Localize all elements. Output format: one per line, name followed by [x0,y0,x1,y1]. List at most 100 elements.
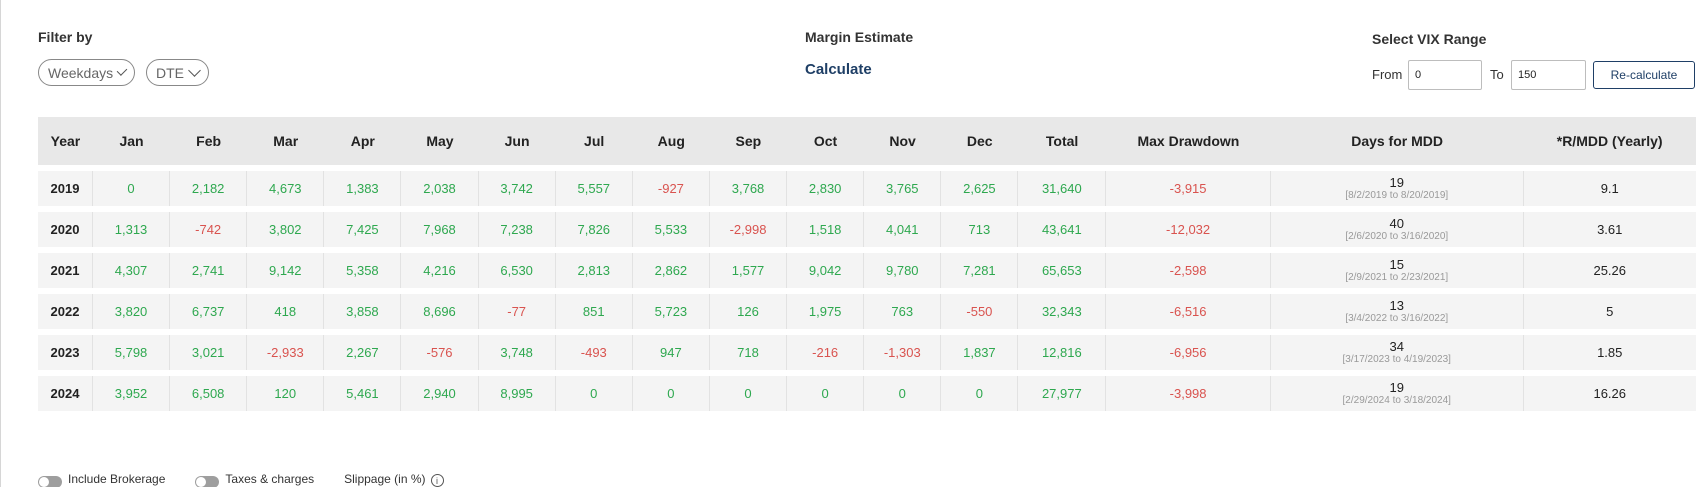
recalculate-button[interactable]: Re-calculate [1593,61,1695,89]
days-for-mdd-cell: 15 [2/9/2021 to 2/23/2021] [1271,253,1524,288]
month-cell: 5,358 [324,253,402,288]
column-header: Jun [504,133,530,149]
month-cell: 2,741 [170,253,248,288]
month-cell: -927 [633,171,710,206]
month-cell: 2,267 [324,335,402,370]
column-header: Oct [813,133,838,149]
month-cell: 3,820 [93,294,171,329]
r-mdd-cell: 16.26 [1593,386,1627,401]
month-cell: 6,508 [170,376,248,411]
table-row: 2021 4,307 2,741 9,142 5,358 4,216 6,530 2,813 2… [38,253,1696,288]
month-cell: 418 [247,294,325,329]
brokerage-toggle-group[interactable]: Include Brokerage [38,472,165,487]
total-cell: 65,653 [1018,253,1107,288]
info-icon[interactable]: i [430,474,444,487]
month-cell: 120 [247,376,325,411]
month-cell: 7,238 [479,212,556,247]
month-cell: 6,530 [479,253,556,288]
month-cell: 5,461 [324,376,402,411]
month-cell: 3,765 [864,171,942,206]
month-cell: 1,313 [93,212,171,247]
month-cell: 5,798 [93,335,171,370]
month-cell: -2,933 [247,335,325,370]
month-cell: 0 [941,376,1019,411]
month-cell: 2,038 [401,171,479,206]
month-cell: 3,952 [93,376,171,411]
column-header: Jul [584,133,605,149]
month-cell: 7,968 [401,212,479,247]
month-cell: 7,281 [941,253,1019,288]
month-cell: -77 [479,294,556,329]
column-header: Jan [119,133,144,149]
dte-dropdown[interactable]: DTE [146,59,209,86]
total-cell: 12,816 [1018,335,1107,370]
bottom-options: Include Brokerage Taxes & charges Slippa… [38,472,474,487]
total-cell: 27,977 [1018,376,1107,411]
table-row: 2024 3,952 6,508 120 5,461 2,940 8,995 0 0 0 0 0 0 27… [38,376,1696,411]
days-for-mdd-cell: 19 [2/29/2024 to 3/18/2024] [1271,376,1524,411]
month-cell: 713 [941,212,1019,247]
days-for-mdd-cell: 34 [3/17/2023 to 4/19/2023] [1271,335,1524,370]
month-cell: 1,518 [787,212,865,247]
month-cell: 3,858 [324,294,402,329]
year-cell: 2024 [38,376,93,411]
taxes-label: Taxes & charges [225,472,315,486]
month-cell: 3,742 [479,171,556,206]
vix-to-input[interactable] [1511,60,1586,90]
mdd-days-value: 34 [1389,339,1404,354]
max-drawdown-cell: -3,915 [1106,171,1271,206]
month-cell: 1,837 [941,335,1019,370]
month-cell: 947 [633,335,710,370]
month-cell: 2,940 [401,376,479,411]
table-row: 2023 5,798 3,021 -2,933 2,267 -576 3,748 -493 94… [38,335,1696,370]
month-cell: 9,042 [787,253,865,288]
month-cell: 7,826 [556,212,633,247]
month-cell: 0 [93,171,171,206]
taxes-toggle[interactable] [195,476,220,487]
vix-from-input[interactable] [1408,60,1482,90]
column-header: Max Drawdown [1137,133,1240,149]
total-cell: 43,641 [1018,212,1107,247]
month-cell: 5,557 [556,171,633,206]
month-cell: 6,737 [170,294,248,329]
month-cell: 4,307 [93,253,171,288]
month-cell: 4,216 [401,253,479,288]
month-cell: 8,995 [479,376,556,411]
slippage-label: Slippage (in %) [344,472,426,486]
column-header: Feb [196,133,222,149]
weekdays-dropdown[interactable]: Weekdays [38,59,135,86]
filter-label: Filter by [38,29,93,45]
month-cell: 851 [556,294,633,329]
month-cell: 9,142 [247,253,325,288]
month-cell: -550 [941,294,1019,329]
month-cell: 5,723 [633,294,710,329]
max-drawdown-cell: -2,598 [1106,253,1271,288]
max-drawdown-cell: -12,032 [1106,212,1271,247]
calculate-link[interactable]: Calculate [805,61,872,78]
mdd-date-range: [2/6/2020 to 3/16/2020] [1345,231,1449,242]
taxes-toggle-group[interactable]: Taxes & charges [195,472,314,487]
days-for-mdd-cell: 40 [2/6/2020 to 3/16/2020] [1271,212,1524,247]
r-mdd-cell: 9.1 [1600,181,1619,196]
column-header: Year [50,133,81,149]
vix-from-label: From [1372,67,1403,82]
month-cell: 0 [864,376,942,411]
vix-range-label: Select VIX Range [1372,31,1487,47]
brokerage-label: Include Brokerage [68,472,166,486]
weekdays-dropdown-label: Weekdays [48,64,114,81]
r-mdd-cell: 5 [1606,304,1614,319]
month-cell: -1,303 [864,335,942,370]
brokerage-toggle[interactable] [38,476,62,487]
month-cell: 126 [710,294,788,329]
mdd-date-range: [2/29/2024 to 3/18/2024] [1342,395,1451,406]
mdd-date-range: [3/4/2022 to 3/16/2022] [1345,313,1449,324]
column-header: Sep [735,133,762,149]
slippage-group: Slippage (in %) i [344,472,444,487]
column-header: Apr [350,133,375,149]
month-cell: -2,998 [710,212,788,247]
month-cell: 9,780 [864,253,942,288]
month-cell: 763 [864,294,942,329]
mdd-date-range: [3/17/2023 to 4/19/2023] [1342,354,1451,365]
days-for-mdd-cell: 13 [3/4/2022 to 3/16/2022] [1271,294,1524,329]
column-header: Dec [966,133,993,149]
